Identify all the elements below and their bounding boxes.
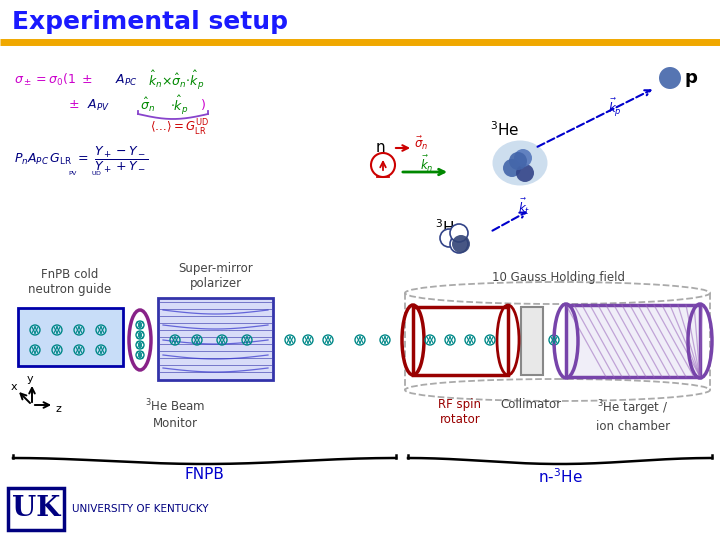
Text: Collimator: Collimator xyxy=(500,398,562,411)
Text: RF spin
rotator: RF spin rotator xyxy=(438,398,482,426)
Circle shape xyxy=(371,153,395,177)
Text: y: y xyxy=(27,374,33,384)
Text: $^3{\rm H}$: $^3{\rm H}$ xyxy=(436,219,454,238)
Ellipse shape xyxy=(492,140,547,186)
FancyBboxPatch shape xyxy=(8,488,64,530)
Circle shape xyxy=(450,235,468,253)
Text: $^3$He Beam
Monitor: $^3$He Beam Monitor xyxy=(145,398,205,430)
Text: $A_{PV}$: $A_{PV}$ xyxy=(87,97,110,112)
Circle shape xyxy=(516,164,534,182)
Text: UK: UK xyxy=(12,496,60,523)
Text: $\langle\ldots\rangle = G_{\rm LR}^{\rm UD}$: $\langle\ldots\rangle = G_{\rm LR}^{\rm … xyxy=(150,118,209,138)
Text: $\vec{\sigma}_n$: $\vec{\sigma}_n$ xyxy=(414,134,428,152)
FancyBboxPatch shape xyxy=(521,307,543,375)
Text: $^3{\rm He}$: $^3{\rm He}$ xyxy=(490,120,520,139)
Text: $P_n A_{PC}\,G_{\rm LR}\ =\ \dfrac{Y_+ - Y_-}{Y_+ + Y_-}$: $P_n A_{PC}\,G_{\rm LR}\ =\ \dfrac{Y_+ -… xyxy=(14,145,149,175)
Text: $\pm$: $\pm$ xyxy=(68,98,79,111)
Text: p: p xyxy=(685,69,698,87)
Text: FnPB cold
neutron guide: FnPB cold neutron guide xyxy=(28,268,112,296)
Text: $\sigma_\pm = \sigma_0(1\ \pm$: $\sigma_\pm = \sigma_0(1\ \pm$ xyxy=(14,72,93,88)
Text: $\hat{\sigma}_n$: $\hat{\sigma}_n$ xyxy=(140,96,155,114)
FancyBboxPatch shape xyxy=(18,308,123,366)
Text: Super-mirror
polarizer: Super-mirror polarizer xyxy=(179,262,253,290)
Circle shape xyxy=(452,235,470,253)
FancyBboxPatch shape xyxy=(158,298,273,380)
Text: $_{\rm UD}$: $_{\rm UD}$ xyxy=(91,168,102,178)
Text: $\vec{k}_n$: $\vec{k}_n$ xyxy=(420,154,433,174)
Text: UNIVERSITY OF KENTUCKY: UNIVERSITY OF KENTUCKY xyxy=(72,504,209,514)
Text: Experimental setup: Experimental setup xyxy=(12,10,288,34)
Circle shape xyxy=(514,149,532,167)
Text: x: x xyxy=(11,382,17,392)
Circle shape xyxy=(450,224,468,242)
Circle shape xyxy=(440,229,458,247)
Text: $\vec{k}_p$: $\vec{k}_p$ xyxy=(608,97,622,119)
Text: $)$: $)$ xyxy=(200,98,206,112)
Text: $^3$He target /
ion chamber: $^3$He target / ion chamber xyxy=(596,398,670,433)
FancyBboxPatch shape xyxy=(566,305,700,377)
Text: FNPB: FNPB xyxy=(184,467,225,482)
Text: $_{\rm PV}$: $_{\rm PV}$ xyxy=(68,168,78,178)
Text: $A_{PC}$: $A_{PC}$ xyxy=(115,72,138,87)
Circle shape xyxy=(509,152,527,170)
Circle shape xyxy=(503,159,521,177)
Text: 10 Gauss Holding field: 10 Gauss Holding field xyxy=(492,271,624,284)
Circle shape xyxy=(659,67,681,89)
Text: n: n xyxy=(375,140,384,156)
Text: n-$^3$He: n-$^3$He xyxy=(538,467,582,485)
Text: $\vec{k}_t$: $\vec{k}_t$ xyxy=(518,197,531,217)
Text: $\hat{k}_n{\times}\hat{\sigma}_n{\cdot}\hat{k}_p$: $\hat{k}_n{\times}\hat{\sigma}_n{\cdot}\… xyxy=(148,69,204,92)
Text: ${\cdot}\hat{k}_p$: ${\cdot}\hat{k}_p$ xyxy=(170,93,189,117)
Text: z: z xyxy=(55,404,61,414)
